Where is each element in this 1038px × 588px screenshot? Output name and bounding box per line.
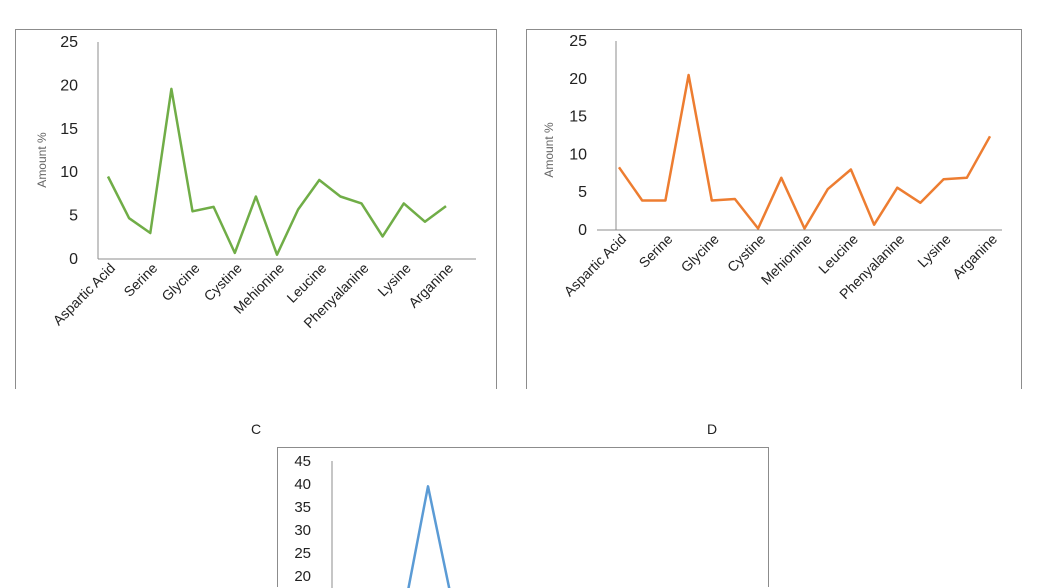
x-tick-label: Arganine bbox=[949, 231, 1000, 282]
x-tick-label: Leucine bbox=[815, 231, 861, 277]
chart-c: 20 25 30 35 40 45 bbox=[278, 448, 770, 588]
x-tick-label: Aspartic Acid bbox=[561, 231, 630, 300]
panel-label-c: C bbox=[251, 421, 261, 437]
y-tick-label: 0 bbox=[69, 251, 78, 268]
y-tick-label: 20 bbox=[294, 568, 311, 585]
x-tick-label: Serine bbox=[120, 260, 160, 300]
series-line bbox=[406, 486, 451, 588]
panel-label-d: D bbox=[707, 421, 717, 437]
x-tick-label: Lysine bbox=[914, 231, 954, 271]
y-tick-label: 25 bbox=[60, 34, 78, 51]
y-tick-label: 5 bbox=[578, 184, 587, 201]
y-tick-label: 15 bbox=[569, 109, 587, 126]
y-tick-label: 30 bbox=[294, 522, 311, 539]
chart-c-frame: 20 25 30 35 40 45 bbox=[277, 447, 769, 587]
series-line bbox=[108, 89, 446, 255]
x-tick-label: Arganine bbox=[405, 260, 456, 311]
y-tick-label: 40 bbox=[294, 476, 311, 493]
y-tick-label: 15 bbox=[60, 121, 78, 138]
x-tick-label: Mehionine bbox=[758, 231, 815, 288]
series-line bbox=[619, 75, 990, 229]
x-tick-label: Glycine bbox=[158, 260, 202, 304]
y-tick-label: 0 bbox=[578, 222, 587, 239]
y-tick-label: 10 bbox=[60, 164, 78, 181]
x-tick-label: Lysine bbox=[374, 260, 414, 300]
y-tick-label: 35 bbox=[294, 499, 311, 516]
y-axis-title: Amount % bbox=[35, 132, 49, 188]
y-tick-label: 20 bbox=[60, 77, 78, 94]
y-tick-label: 45 bbox=[294, 453, 311, 470]
x-tick-label: Glycine bbox=[678, 231, 722, 275]
y-tick-label: 10 bbox=[569, 146, 587, 163]
y-tick-label: 5 bbox=[69, 208, 78, 225]
y-tick-label: 25 bbox=[569, 33, 587, 50]
x-tick-label: Aspartic Acid bbox=[50, 260, 119, 329]
x-tick-label: Cystine bbox=[724, 231, 768, 275]
x-tick-label: Serine bbox=[636, 231, 676, 271]
y-tick-label: 20 bbox=[569, 71, 587, 88]
y-axis-title: Amount % bbox=[542, 122, 556, 178]
y-tick-label: 25 bbox=[294, 545, 311, 562]
